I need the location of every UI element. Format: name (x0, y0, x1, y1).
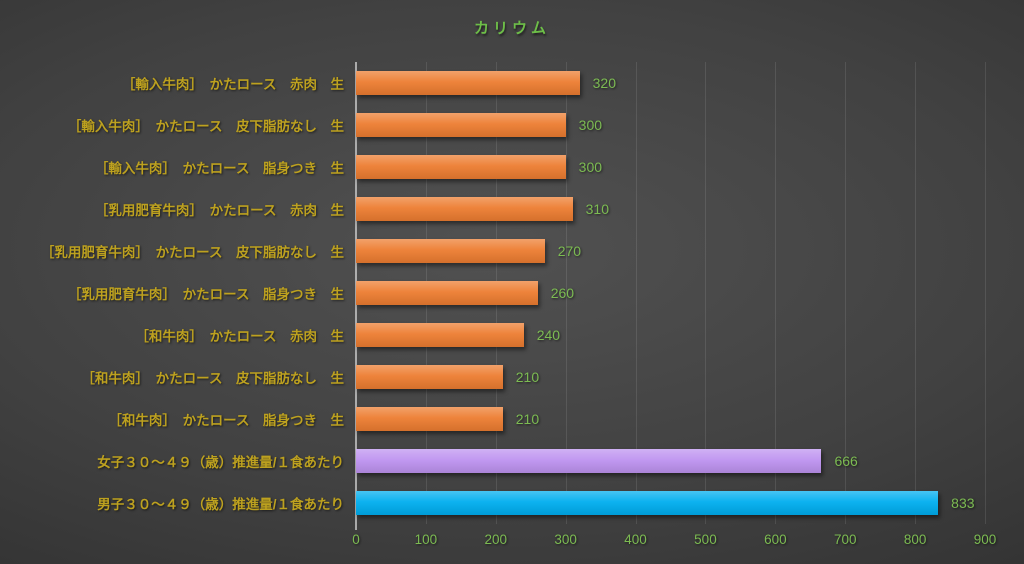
gridline (565, 62, 567, 524)
x-tick-label: 500 (694, 532, 717, 547)
plot-area: 320 300 300 310 270 260 240 210 210 666 833 (355, 62, 986, 530)
bar (356, 323, 524, 347)
category-label: ［和牛肉］ かたロース 赤肉 生 (135, 329, 344, 344)
label-row: ［和牛肉］ かたロース 皮下脂肪なし 生 (0, 356, 344, 398)
x-tick-label: 300 (554, 532, 577, 547)
gridline (705, 62, 707, 524)
label-row: ［輸入牛肉］ かたロース 赤肉 生 (0, 62, 344, 104)
x-tick-label: 600 (764, 532, 787, 547)
label-row: ［乳用肥育牛肉］ かたロース 赤肉 生 (0, 188, 344, 230)
bar (356, 155, 566, 179)
bar (356, 113, 566, 137)
category-label: 男子３０～４９（歳）推進量/１食あたり (97, 497, 344, 512)
category-label: ［和牛肉］ かたロース 脂身つき 生 (108, 413, 344, 428)
bar (356, 71, 580, 95)
label-row: ［輸入牛肉］ かたロース 皮下脂肪なし 生 (0, 104, 344, 146)
value-label: 666 (834, 453, 858, 469)
category-label: ［和牛肉］ かたロース 皮下脂肪なし 生 (81, 371, 344, 386)
label-row: ［和牛肉］ かたロース 赤肉 生 (0, 314, 344, 356)
value-label: 210 (515, 369, 540, 385)
bar-row: 320 (356, 62, 985, 104)
bar (356, 449, 822, 473)
value-label: 260 (550, 285, 575, 301)
bar-row: 240 (356, 314, 985, 356)
x-axis: 0 100 200 300 400 500 600 700 800 900 (352, 532, 996, 552)
label-row: ［輸入牛肉］ かたロース 脂身つき 生 (0, 146, 344, 188)
bar-row: 666 (356, 440, 985, 482)
value-label: 270 (557, 243, 582, 259)
bar (356, 197, 573, 221)
bar-row: 310 (356, 188, 985, 230)
label-row: ［乳用肥育牛肉］ かたロース 皮下脂肪なし 生 (0, 230, 344, 272)
label-row: ［和牛肉］ かたロース 脂身つき 生 (0, 398, 344, 440)
bar-row: 833 (356, 482, 985, 524)
category-label: ［輸入牛肉］ かたロース 皮下脂肪なし 生 (67, 119, 344, 134)
bar-row: 270 (356, 230, 985, 272)
bar-row: 260 (356, 272, 985, 314)
bar (356, 239, 545, 263)
bar-row: 210 (356, 398, 985, 440)
category-label: 女子３０～４９（歳）推進量/１食あたり (97, 455, 344, 470)
value-label: 300 (578, 117, 603, 133)
bar (356, 365, 503, 389)
x-tick-label: 400 (624, 532, 647, 547)
value-label: 300 (578, 159, 603, 175)
gridline (845, 62, 847, 524)
gridline (775, 62, 777, 524)
x-tick-label: 700 (833, 532, 857, 547)
value-label: 210 (515, 411, 540, 427)
category-label: ［乳用肥育牛肉］ かたロース 皮下脂肪なし 生 (40, 245, 344, 260)
gridline (915, 62, 917, 524)
value-label: 320 (592, 75, 616, 91)
x-tick-label: 0 (352, 532, 360, 547)
gridline (635, 62, 637, 524)
x-tick-label: 100 (414, 532, 438, 547)
category-label: ［乳用肥育牛肉］ かたロース 赤肉 生 (94, 203, 344, 218)
bar (356, 281, 538, 305)
category-label: ［乳用肥育牛肉］ かたロース 脂身つき 生 (67, 287, 344, 302)
bars-layer: 320 300 300 310 270 260 240 210 210 666 833 (356, 62, 985, 524)
bar (356, 407, 503, 431)
x-tick-label: 800 (903, 532, 927, 547)
value-label: 240 (536, 327, 561, 343)
bar-row: 300 (356, 104, 985, 146)
category-label: ［輸入牛肉］ かたロース 赤肉 生 (121, 77, 344, 92)
label-row: 女子３０～４９（歳）推進量/１食あたり (0, 440, 344, 482)
x-tick-label: 200 (484, 532, 508, 547)
gridline (985, 62, 986, 524)
x-tick-label: 900 (973, 532, 997, 547)
label-row: 男子３０～４９（歳）推進量/１食あたり (0, 482, 344, 524)
bar (356, 491, 939, 515)
category-axis: ［輸入牛肉］ かたロース 赤肉 生 ［輸入牛肉］ かたロース 皮下脂肪なし 生 ［輸… (0, 62, 344, 524)
category-label: ［輸入牛肉］ かたロース 脂身つき 生 (94, 161, 344, 176)
value-label: 310 (585, 201, 609, 217)
label-row: ［乳用肥育牛肉］ かたロース 脂身つき 生 (0, 272, 344, 314)
bar-row: 210 (356, 356, 985, 398)
chart-title: カリウム (473, 20, 550, 37)
value-label: 833 (951, 495, 975, 511)
bar-row: 300 (356, 146, 985, 188)
